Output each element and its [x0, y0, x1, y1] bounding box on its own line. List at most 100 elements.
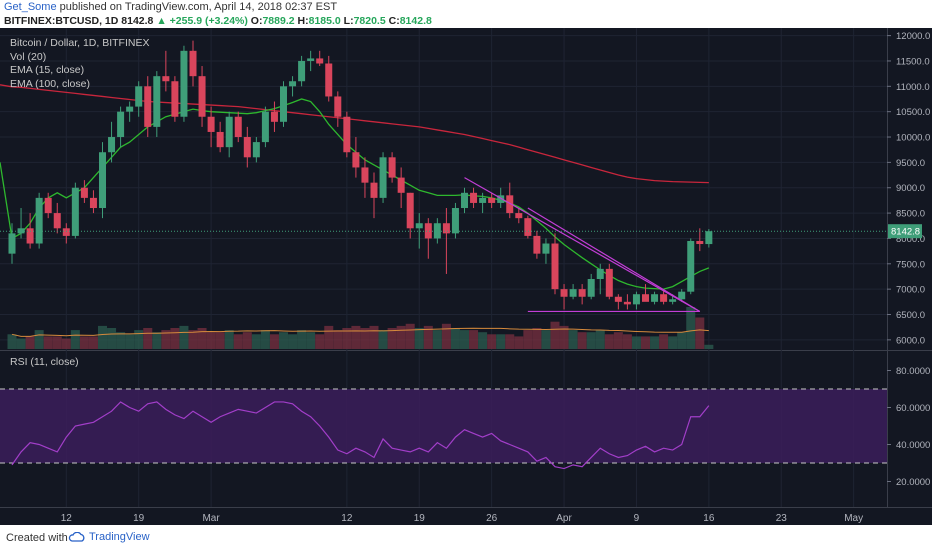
price-tick-label: 12000.0 — [896, 31, 930, 42]
candle-body — [71, 187, 79, 236]
published-text: published on TradingView.com, April 14, … — [59, 1, 338, 13]
candle-body — [479, 197, 487, 203]
volume-bar — [622, 334, 632, 349]
volume-bar — [505, 334, 515, 349]
volume-bar — [396, 325, 406, 349]
candle-body — [442, 223, 450, 234]
candle-body — [80, 187, 88, 198]
up-arrow-icon: ▲ — [156, 15, 167, 27]
volume-bar — [206, 332, 216, 349]
candle-body — [506, 195, 514, 214]
candle-body — [243, 137, 251, 158]
candle-body — [424, 223, 432, 239]
price-tick-label: 9000.0 — [896, 183, 925, 194]
rsi-tick-label: 80.0000 — [896, 366, 930, 377]
volume-bar — [586, 332, 596, 349]
candle-body — [89, 197, 97, 209]
volume-ma-line — [11, 327, 709, 337]
volume-bar — [70, 330, 80, 349]
candle-body — [216, 131, 224, 148]
volume-bar — [532, 328, 542, 349]
tradingview-logo[interactable]: TradingView — [68, 531, 150, 543]
last-price: 8142.8 — [121, 15, 154, 27]
candle-body — [343, 116, 351, 153]
volume-bar — [577, 332, 587, 349]
candle-body — [307, 58, 315, 61]
time-tick-label: 9 — [634, 513, 640, 524]
price-tick-label: 7500.0 — [896, 259, 925, 270]
volume-bar — [34, 330, 44, 349]
volume-bar — [306, 332, 316, 349]
candle-body — [551, 243, 559, 290]
volume-bar — [541, 330, 551, 349]
volume-bar — [143, 328, 153, 349]
ema15-line — [0, 98, 710, 290]
candle-body — [234, 116, 242, 138]
low-label: L: — [343, 15, 354, 27]
price-chart-svg[interactable]: 12000.0 11500.0 11000.0 10500.0 10000.0 9500.… — [0, 28, 932, 525]
candle-body — [461, 192, 468, 209]
volume-bar — [496, 334, 506, 349]
legend-ema100[interactable]: EMA (100, close) — [10, 77, 90, 90]
tradingview-brand: TradingView — [89, 531, 150, 543]
price-change: +255.9 (+3.24%) — [169, 15, 248, 27]
price-tick-label: 8500.0 — [896, 209, 925, 220]
volume-bar — [677, 332, 687, 349]
candle-body — [397, 177, 405, 193]
candle-body — [388, 157, 396, 178]
volume-bar — [324, 325, 334, 349]
candle-body — [614, 296, 622, 302]
candle-body — [35, 197, 43, 244]
candle-body — [542, 243, 550, 254]
price-tick-label: 11500.0 — [896, 56, 930, 67]
price-tick-label: 10500.0 — [896, 107, 930, 118]
candle-body — [687, 240, 695, 292]
ema100-line — [0, 84, 709, 184]
volume-bar — [79, 336, 89, 349]
legend-volume[interactable]: Vol (20) — [10, 50, 47, 63]
volume-bar — [279, 332, 288, 349]
volume-bar — [25, 336, 35, 349]
volume-bar — [659, 334, 669, 349]
legend-ema15[interactable]: EMA (15, close) — [10, 64, 85, 76]
price-tick-label: 7000.0 — [896, 285, 925, 296]
candle-body — [379, 157, 387, 198]
volume-bar — [604, 334, 614, 349]
chart-area[interactable]: 12000.0 11500.0 11000.0 10500.0 10000.0 9500.… — [0, 28, 932, 525]
price-tick-label: 8000.0 — [896, 234, 925, 245]
candle-body — [642, 294, 649, 302]
volume-bar — [387, 328, 397, 349]
candle-body — [651, 294, 659, 302]
price-tick-label: 9500.0 — [896, 158, 925, 169]
time-tick-label: Mar — [202, 513, 220, 524]
candle-body — [99, 152, 106, 209]
volume-bar — [686, 307, 696, 349]
legend-main-series[interactable]: Bitcoin / Dollar, 1D, BITFINEX — [10, 37, 150, 49]
candle-body — [171, 81, 179, 117]
volume-bar — [333, 330, 343, 349]
candle-body — [470, 192, 478, 203]
volume-bar — [233, 334, 243, 349]
candle-body — [189, 50, 197, 77]
volume-bar — [514, 336, 524, 349]
volume-bar — [550, 321, 560, 349]
candle-body — [578, 289, 586, 297]
legend-rsi[interactable]: RSI (11, close) — [10, 356, 79, 368]
candle-body — [488, 197, 496, 203]
candle-body — [117, 111, 125, 138]
volume-bar — [98, 325, 107, 349]
author-link[interactable]: Get_Some — [4, 1, 57, 13]
candle-body — [53, 213, 61, 229]
cloud-icon — [68, 532, 85, 542]
close-label: C: — [388, 15, 400, 27]
candle-body — [660, 294, 668, 302]
candle-body — [705, 231, 713, 245]
candle-body — [180, 50, 188, 117]
volume-bar — [260, 330, 270, 349]
candle-body — [298, 60, 306, 82]
candle-body — [261, 111, 269, 143]
candle-body — [352, 152, 360, 168]
volume-bar — [595, 330, 605, 349]
candle-body — [623, 301, 631, 305]
candle-body — [406, 192, 414, 229]
